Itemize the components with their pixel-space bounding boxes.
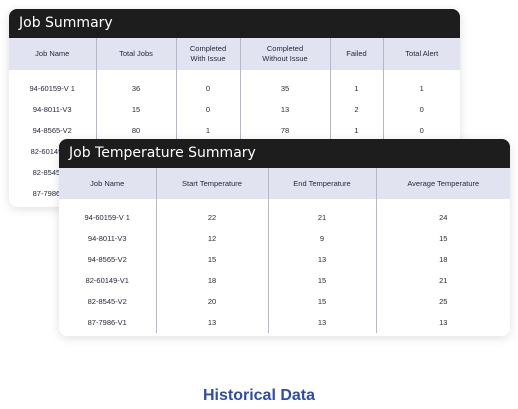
table-cell: 36	[96, 70, 177, 99]
table-cell: 9	[268, 228, 377, 249]
table-cell: 12	[156, 228, 269, 249]
table-cell: 22	[156, 199, 269, 228]
table-cell: 94-8011-V3	[59, 228, 157, 249]
column-header-total-jobs: Total Jobs	[96, 38, 177, 70]
table-cell: 2	[330, 99, 384, 120]
table-row: 94-8565-V2 80 1 78 1 0	[9, 120, 460, 141]
column-header-failed: Failed	[330, 38, 384, 70]
table-cell: 13	[240, 99, 331, 120]
table-cell: 94-8011-V3	[9, 99, 97, 120]
table-cell: 80	[96, 120, 177, 141]
table-header-row: Job Name Total Jobs Completed With Issue …	[9, 38, 460, 70]
historical-data-title: Historical Data	[202, 387, 316, 404]
column-header-completed-with-issue: Completed With Issue	[176, 38, 241, 70]
column-header-average-temperature: Average Temperature	[376, 168, 510, 199]
table-row: 87-7986-V1 13 13 13	[59, 312, 510, 333]
table-cell: 1	[419, 84, 424, 93]
table-cell: 82-8545-V2	[59, 291, 157, 312]
table-row: 94-8011-V3 12 9 15	[59, 228, 510, 249]
table-cell: 13	[439, 318, 448, 327]
table-cell: 0	[176, 70, 241, 99]
table-cell: 94-8565-V2	[9, 120, 97, 141]
table-cell: 21	[439, 276, 448, 285]
temperature-summary-card: Job Temperature Summary Job Name Start T…	[59, 139, 510, 336]
table-cell: 0	[176, 99, 241, 120]
table-cell: 1	[176, 120, 241, 141]
table-cell: 15	[156, 249, 269, 270]
table-cell: 1	[330, 70, 384, 99]
table-cell: 0	[419, 126, 424, 135]
table-cell: 78	[240, 120, 331, 141]
table-cell: 87-7986-V1	[59, 312, 157, 333]
table-header-row: Job Name Start Temperature End Temperatu…	[59, 168, 510, 199]
table-cell: 13	[268, 249, 377, 270]
column-header-completed-without-issue: Completed Without Issue	[240, 38, 331, 70]
table-cell: 35	[240, 70, 331, 99]
table-row: 94-8011-V3 15 0 13 2 0	[9, 99, 460, 120]
table-row: 82-8545-V2 20 15 25	[59, 291, 510, 312]
table-row: 94-8565-V2 15 13 18	[59, 249, 510, 270]
table-cell: 15	[96, 99, 177, 120]
table-cell: 21	[268, 199, 377, 228]
table-cell: 94-8565-V2	[59, 249, 157, 270]
table-cell: 94-60159-V 1	[59, 199, 157, 228]
job-summary-title: Job Summary	[9, 9, 460, 38]
table-row: 94-60159-V 1 36 0 35 1 1	[9, 70, 460, 99]
table-row: 94-60159-V 1 22 21 24	[59, 199, 510, 228]
column-header-job-name: Job Name	[59, 168, 157, 199]
column-header-start-temperature: Start Temperature	[156, 168, 269, 199]
table-cell: 94-60159-V 1	[9, 70, 97, 99]
column-header-total-alert: Total Alert	[383, 38, 460, 70]
table-cell: 25	[439, 297, 448, 306]
table-cell: 20	[156, 291, 269, 312]
table-cell: 13	[268, 312, 377, 333]
table-cell: 15	[268, 291, 377, 312]
table-cell: 24	[439, 213, 448, 222]
table-row: 82-60149-V1 18 15 21	[59, 270, 510, 291]
table-cell: 0	[419, 105, 424, 114]
temperature-summary-title: Job Temperature Summary	[59, 139, 510, 168]
column-header-end-temperature: End Temperature	[268, 168, 377, 199]
table-cell: 15	[439, 234, 448, 243]
table-cell: 18	[156, 270, 269, 291]
table-cell: 13	[156, 312, 269, 333]
table-cell: 18	[439, 255, 448, 264]
table-cell: 1	[330, 120, 384, 141]
table-cell: 82-60149-V1	[59, 270, 157, 291]
column-header-job-name: Job Name	[9, 38, 97, 70]
temperature-summary-table: Job Name Start Temperature End Temperatu…	[59, 168, 510, 333]
table-cell: 15	[268, 270, 377, 291]
